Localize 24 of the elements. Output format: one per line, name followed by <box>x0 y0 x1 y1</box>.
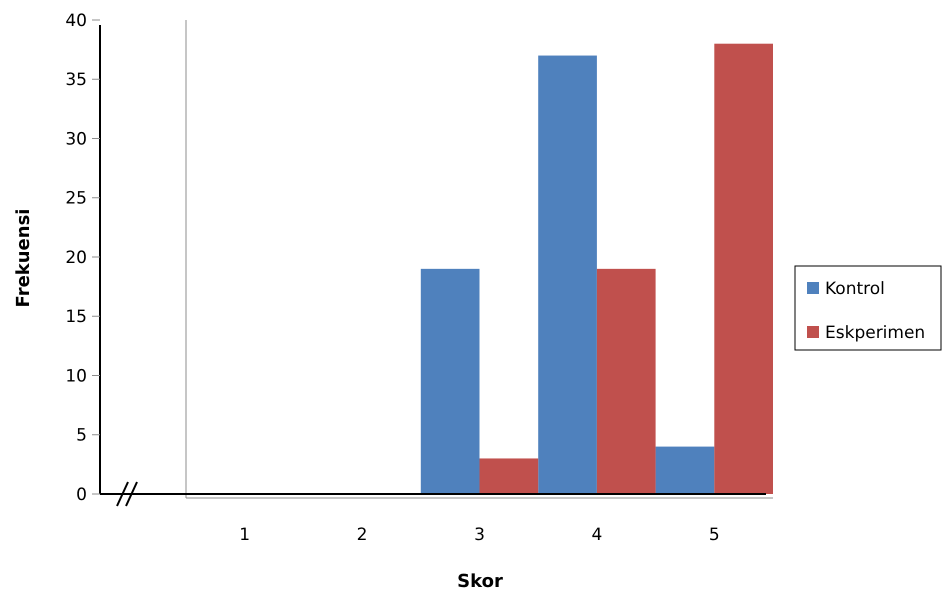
bar <box>656 446 714 494</box>
bar <box>480 458 538 494</box>
legend-label: Eskperimen <box>825 322 926 343</box>
y-tick-label: 25 <box>65 188 87 209</box>
y-tick-label: 0 <box>76 484 87 505</box>
y-tick-label: 10 <box>65 366 87 386</box>
bar <box>420 268 480 494</box>
x-axis-title: Skor <box>457 571 503 592</box>
legend-label: Kontrol <box>825 278 885 299</box>
x-tick-label: 3 <box>474 525 485 545</box>
x-tick-label: 4 <box>591 525 602 545</box>
x-tick-label: 1 <box>239 525 250 545</box>
x-tick-label: 2 <box>356 525 368 545</box>
y-tick-label: 30 <box>65 129 87 150</box>
y-tick-label: 40 <box>65 10 87 31</box>
y-tick-label: 20 <box>65 248 87 268</box>
bar <box>538 56 597 494</box>
y-tick-label: 5 <box>76 426 87 446</box>
x-tick-label: 5 <box>708 525 720 545</box>
y-axis-title: Frekuensi <box>13 208 34 308</box>
bar <box>714 44 773 494</box>
y-tick-label: 35 <box>65 70 87 90</box>
bar <box>596 268 656 494</box>
y-tick-label: 15 <box>65 307 87 328</box>
